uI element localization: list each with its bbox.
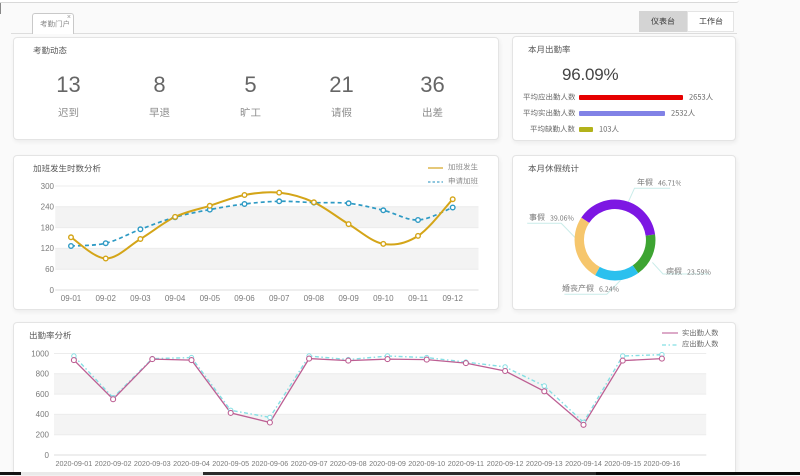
svg-text:2020-09-04: 2020-09-04 [173,459,210,468]
svg-text:2020-09-10: 2020-09-10 [408,459,445,468]
svg-text:2020-09-03: 2020-09-03 [134,459,171,468]
svg-text:180: 180 [41,223,55,232]
svg-text:240: 240 [41,203,55,212]
svg-text:800: 800 [36,370,50,379]
svg-text:0: 0 [45,451,50,460]
svg-text:2020-09-05: 2020-09-05 [212,459,249,468]
svg-text:2020-09-09: 2020-09-09 [369,459,406,468]
svg-text:09-06: 09-06 [234,294,255,303]
svg-text:09-11: 09-11 [408,294,428,303]
svg-text:300: 300 [41,182,55,191]
svg-text:0: 0 [50,286,55,295]
svg-text:1000: 1000 [31,349,49,358]
svg-text:09-07: 09-07 [269,294,290,303]
svg-text:2020-09-06: 2020-09-06 [252,459,289,468]
svg-text:09-12: 09-12 [442,294,463,303]
svg-text:09-09: 09-09 [338,294,359,303]
svg-text:400: 400 [36,410,50,419]
svg-text:09-10: 09-10 [373,294,394,303]
svg-text:2020-09-07: 2020-09-07 [291,459,328,468]
svg-text:200: 200 [36,431,50,440]
svg-text:2020-09-01: 2020-09-01 [56,459,93,468]
svg-text:60: 60 [45,265,54,274]
svg-text:09-05: 09-05 [200,294,221,303]
svg-text:09-04: 09-04 [165,294,186,303]
svg-text:2020-09-08: 2020-09-08 [330,459,367,468]
svg-text:2020-09-15: 2020-09-15 [604,459,641,468]
svg-text:09-03: 09-03 [130,294,151,303]
svg-text:2020-09-13: 2020-09-13 [526,459,563,468]
svg-text:2020-09-14: 2020-09-14 [565,459,602,468]
svg-text:120: 120 [41,244,55,253]
svg-text:2020-09-11: 2020-09-11 [448,459,484,468]
svg-text:09-02: 09-02 [95,294,116,303]
svg-text:600: 600 [36,390,50,399]
svg-text:09-08: 09-08 [304,294,325,303]
svg-text:2020-09-12: 2020-09-12 [487,459,524,468]
svg-text:2020-09-16: 2020-09-16 [644,459,681,468]
svg-text:2020-09-02: 2020-09-02 [95,459,132,468]
svg-text:09-01: 09-01 [61,294,82,303]
